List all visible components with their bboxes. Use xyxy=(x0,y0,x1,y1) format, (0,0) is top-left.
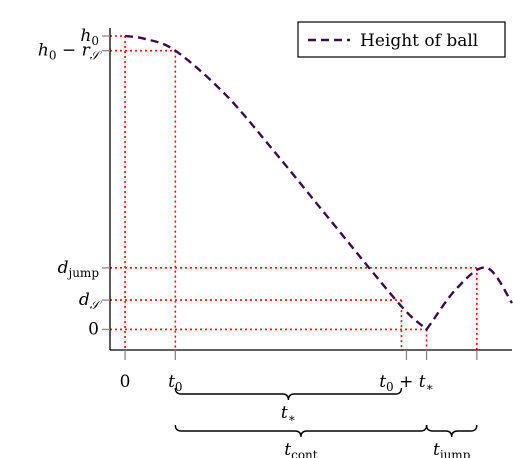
brace-label-2: tjump xyxy=(433,440,471,458)
brace-1 xyxy=(174,424,428,438)
legend-label: Height of ball xyxy=(360,31,478,51)
x-tick-label-0: 0 xyxy=(120,372,131,392)
brace-label-0: t∗ xyxy=(281,403,296,425)
x-tick-label-1: t0 xyxy=(168,372,182,394)
x-tick-label-2: t0 + t∗ xyxy=(379,372,434,394)
legend-box xyxy=(297,21,506,58)
brace-2 xyxy=(425,424,478,438)
y-tick-label-4: 0 xyxy=(88,319,99,339)
brace-label-1: tcont xyxy=(284,440,318,458)
brace-0 xyxy=(174,387,403,401)
y-tick-label-2: djump xyxy=(58,258,100,280)
y-tick-label-3: d𝒮 xyxy=(79,290,103,312)
y-tick-label-0: h0 xyxy=(80,26,99,48)
y-tick-label-1: h0 − r𝒮 xyxy=(38,41,103,63)
series-line-0 xyxy=(124,34,513,332)
